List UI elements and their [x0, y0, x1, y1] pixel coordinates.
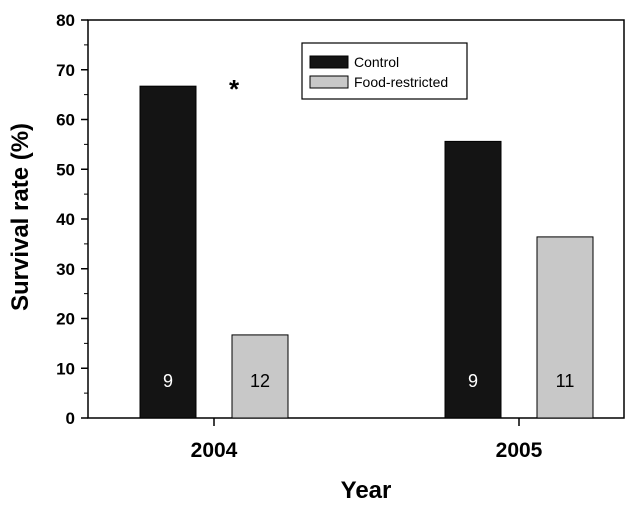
legend-swatch-food-restricted [309, 75, 349, 89]
bars: 9 12 9 11 * [139, 74, 594, 419]
y-ticks: 0 10 20 30 40 50 60 70 80 [56, 11, 88, 428]
y-tick-label: 80 [56, 11, 75, 30]
bar-food-restricted-2004 [231, 334, 289, 419]
x-axis-title: Year [341, 477, 392, 504]
y-axis-title: Survival rate (%) [7, 123, 34, 311]
y-tick-label: 50 [56, 160, 75, 179]
legend: Control Food-restricted [301, 42, 468, 100]
legend-label-control: Control [354, 54, 399, 70]
sample-size-label: 9 [163, 371, 173, 391]
y-tick-label: 60 [56, 111, 75, 130]
y-tick-label: 30 [56, 260, 75, 279]
y-tick-label: 10 [56, 359, 75, 378]
x-category-label: 2004 [191, 439, 238, 462]
legend-swatch-control [309, 55, 349, 69]
bar-control-2004 [139, 85, 197, 419]
bar-food-restricted-2005 [536, 236, 594, 419]
x-category-label: 2005 [496, 439, 543, 462]
legend-label-food-restricted: Food-restricted [354, 74, 448, 90]
y-tick-label: 40 [56, 210, 75, 229]
significance-marker: * [229, 74, 240, 104]
legend-box [301, 42, 468, 100]
y-tick-label: 0 [66, 409, 75, 428]
y-tick-label: 70 [56, 61, 75, 80]
sample-size-label: 9 [468, 371, 478, 391]
y-tick-label: 20 [56, 310, 75, 329]
x-category-labels: 2004 2005 [191, 418, 543, 462]
bar-control-2005 [444, 140, 502, 419]
sample-size-label: 12 [250, 371, 270, 391]
sample-size-label: 11 [556, 371, 575, 391]
